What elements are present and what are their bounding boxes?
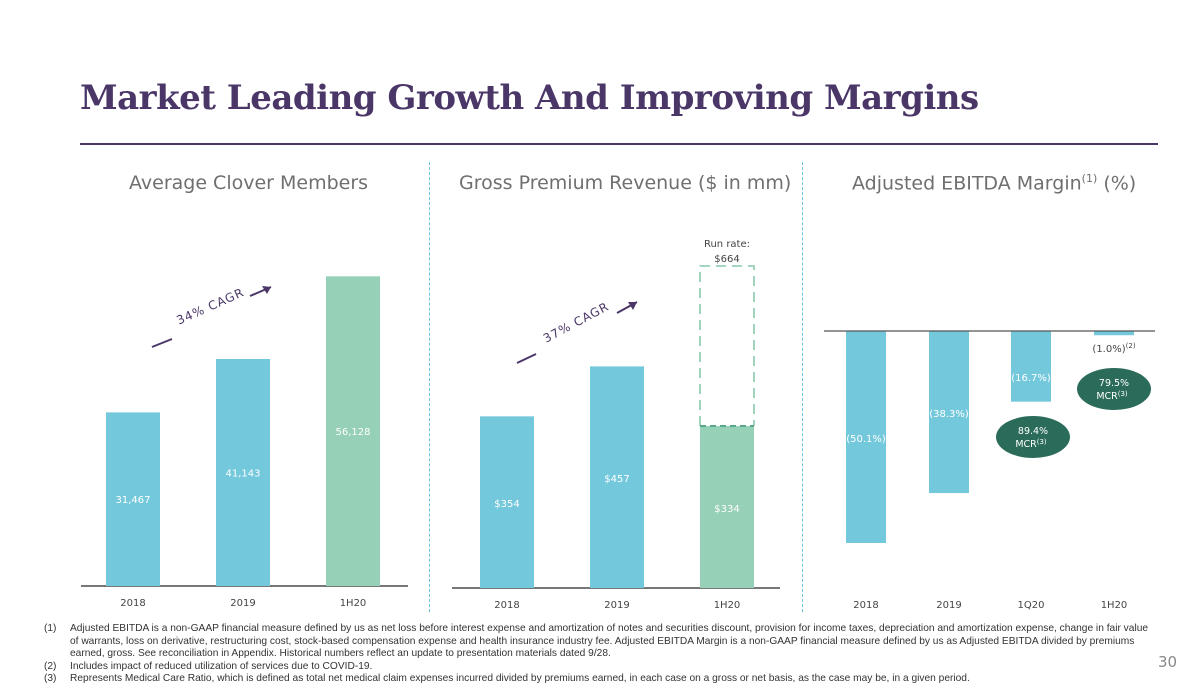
data-label-sup: (2)	[1126, 342, 1136, 350]
run-rate-label: Run rate:	[704, 239, 750, 250]
mcr-sup: (3)	[1118, 390, 1128, 398]
cagr-arrowhead	[628, 302, 637, 310]
footnotes: (1) Adjusted EBITDA is a non-GAAP financi…	[44, 623, 1154, 686]
mcr-value: 89.4%	[1018, 426, 1048, 437]
chart-title-ebitda-suffix: (%)	[1103, 172, 1137, 195]
mcr-callout	[996, 416, 1070, 458]
chart-title-revenue: Gross Premium Revenue ($ in mm)	[459, 172, 792, 194]
data-label: $354	[494, 499, 519, 510]
mcr-callout	[1077, 368, 1151, 410]
data-label: (1.0%)(2)	[1092, 342, 1135, 355]
page-number: 30	[1158, 653, 1178, 671]
tick-label: 2018	[120, 598, 145, 609]
cagr-arrowhead	[262, 286, 271, 294]
footnote-num: (1)	[44, 623, 57, 634]
title-rule	[80, 143, 1158, 145]
footnote-num: (2)	[44, 660, 57, 672]
footnote-num: (3)	[44, 673, 57, 685]
cagr-dash	[151, 338, 173, 348]
bar	[1011, 331, 1051, 402]
tick-label: 2019	[230, 598, 255, 609]
data-label: 56,128	[336, 427, 371, 438]
footnote-3: (3) Represents Medical Care Ratio, which …	[44, 673, 1154, 686]
data-label: (50.1%)	[846, 434, 886, 445]
page-title: Market Leading Growth And Improving Marg…	[80, 78, 979, 118]
cagr-dash	[516, 353, 537, 364]
footnote-text: Includes impact of reduced utilization o…	[70, 660, 373, 672]
mcr-value: 79.5%	[1099, 378, 1129, 389]
data-label: (16.7%)	[1011, 373, 1051, 384]
bar	[929, 331, 969, 494]
cagr-label: 37% CAGR	[541, 299, 612, 345]
bar	[216, 359, 270, 586]
data-label: $334	[714, 504, 739, 515]
tick-label: 2018	[853, 600, 878, 611]
tick-label: 1H20	[1101, 600, 1128, 611]
footnote-text: Represents Medical Care Ratio, which is …	[70, 673, 970, 685]
chart-title-ebitda-text: Adjusted EBITDA Margin	[852, 172, 1082, 195]
bar	[106, 412, 160, 586]
tick-label: 1Q20	[1018, 600, 1045, 611]
tick-label: 2019	[604, 600, 629, 611]
bar	[700, 426, 754, 588]
data-label: $457	[604, 474, 629, 485]
tick-label: 2019	[936, 600, 961, 611]
run-rate-outline	[699, 265, 755, 427]
tick-label: 1H20	[714, 600, 741, 611]
data-label: 41,143	[226, 469, 261, 480]
mcr-sup: (3)	[1037, 438, 1047, 446]
tick-label: 2018	[494, 600, 519, 611]
chart-title-ebitda: Adjusted EBITDA Margin(1) (%)	[852, 172, 1136, 194]
bar	[590, 366, 644, 588]
footnote-2: (2) Includes impact of reduced utilizatio…	[44, 661, 1154, 674]
bar	[326, 276, 380, 586]
bar	[1094, 331, 1134, 336]
data-label: (38.3%)	[929, 409, 969, 420]
panel-divider-2	[802, 162, 803, 612]
panel-divider-1	[429, 162, 430, 612]
chart-title-ebitda-sup: (1)	[1081, 172, 1098, 185]
chart-title-members: Average Clover Members	[129, 172, 369, 194]
tick-label: 1H20	[340, 598, 367, 609]
data-label: 31,467	[116, 495, 151, 506]
bar	[480, 416, 534, 588]
bar	[846, 331, 886, 543]
cagr-label: 34% CAGR	[174, 285, 246, 327]
footnote-1: (1) Adjusted EBITDA is a non-GAAP financi…	[44, 623, 1154, 661]
run-rate-value: $664	[714, 254, 739, 265]
footnote-text: Adjusted EBITDA is a non-GAAP financial …	[70, 623, 1149, 660]
